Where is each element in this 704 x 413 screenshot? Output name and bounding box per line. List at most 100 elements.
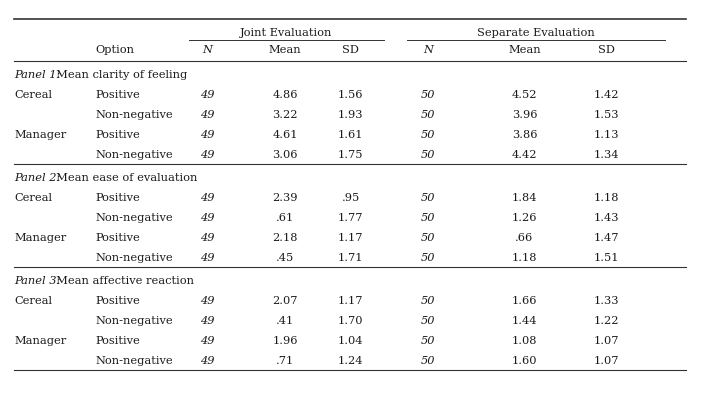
Text: 50: 50 — [421, 110, 435, 120]
Text: N: N — [423, 45, 433, 55]
Text: 1.24: 1.24 — [338, 356, 363, 366]
Text: Non-negative: Non-negative — [95, 213, 172, 223]
Text: Panel 1:: Panel 1: — [14, 70, 61, 80]
Text: Non-negative: Non-negative — [95, 356, 172, 366]
Text: 1.18: 1.18 — [512, 253, 537, 263]
Text: 1.66: 1.66 — [512, 296, 537, 306]
Text: Option: Option — [95, 45, 134, 55]
Text: 1.42: 1.42 — [594, 90, 620, 100]
Text: 49: 49 — [201, 213, 215, 223]
Text: 50: 50 — [421, 233, 435, 243]
Text: 50: 50 — [421, 90, 435, 100]
Text: Separate Evaluation: Separate Evaluation — [477, 28, 595, 38]
Text: 49: 49 — [201, 356, 215, 366]
Text: 1.61: 1.61 — [338, 130, 363, 140]
Text: 3.86: 3.86 — [512, 130, 537, 140]
Text: 1.96: 1.96 — [272, 336, 298, 346]
Text: Mean clarity of feeling: Mean clarity of feeling — [49, 70, 187, 80]
Text: 1.77: 1.77 — [338, 213, 363, 223]
Text: 1.93: 1.93 — [338, 110, 363, 120]
Text: 50: 50 — [421, 316, 435, 326]
Text: 1.60: 1.60 — [512, 356, 537, 366]
Text: 1.13: 1.13 — [594, 130, 620, 140]
Text: Manager: Manager — [14, 336, 66, 346]
Text: 2.18: 2.18 — [272, 233, 298, 243]
Text: 1.17: 1.17 — [338, 296, 363, 306]
Text: N: N — [203, 45, 213, 55]
Text: Positive: Positive — [95, 193, 140, 203]
Text: 1.22: 1.22 — [594, 316, 620, 326]
Text: 1.44: 1.44 — [512, 316, 537, 326]
Text: 1.84: 1.84 — [512, 193, 537, 203]
Text: 49: 49 — [201, 316, 215, 326]
Text: .95: .95 — [341, 193, 360, 203]
Text: .41: .41 — [276, 316, 294, 326]
Text: 1.07: 1.07 — [594, 356, 620, 366]
Text: Panel 3:: Panel 3: — [14, 276, 61, 286]
Text: 1.47: 1.47 — [594, 233, 620, 243]
Text: .45: .45 — [276, 253, 294, 263]
Text: 49: 49 — [201, 253, 215, 263]
Text: 50: 50 — [421, 193, 435, 203]
Text: 1.34: 1.34 — [594, 150, 620, 160]
Text: 49: 49 — [201, 130, 215, 140]
Text: .66: .66 — [515, 233, 534, 243]
Text: 49: 49 — [201, 296, 215, 306]
Text: .71: .71 — [276, 356, 294, 366]
Text: Positive: Positive — [95, 336, 140, 346]
Text: 49: 49 — [201, 233, 215, 243]
Text: Panel 2:: Panel 2: — [14, 173, 61, 183]
Text: SD: SD — [342, 45, 359, 55]
Text: Mean: Mean — [269, 45, 301, 55]
Text: 1.04: 1.04 — [338, 336, 363, 346]
Text: Joint Evaluation: Joint Evaluation — [240, 28, 332, 38]
Text: Non-negative: Non-negative — [95, 253, 172, 263]
Text: 49: 49 — [201, 150, 215, 160]
Text: Cereal: Cereal — [14, 296, 52, 306]
Text: 4.42: 4.42 — [512, 150, 537, 160]
Text: 50: 50 — [421, 253, 435, 263]
Text: 49: 49 — [201, 193, 215, 203]
Text: 1.08: 1.08 — [512, 336, 537, 346]
Text: 3.06: 3.06 — [272, 150, 298, 160]
Text: 50: 50 — [421, 336, 435, 346]
Text: Mean: Mean — [508, 45, 541, 55]
Text: 1.70: 1.70 — [338, 316, 363, 326]
Text: 4.52: 4.52 — [512, 90, 537, 100]
Text: Mean ease of evaluation: Mean ease of evaluation — [49, 173, 197, 183]
Text: 1.56: 1.56 — [338, 90, 363, 100]
Text: Cereal: Cereal — [14, 193, 52, 203]
Text: 1.33: 1.33 — [594, 296, 620, 306]
Text: 1.26: 1.26 — [512, 213, 537, 223]
Text: 4.61: 4.61 — [272, 130, 298, 140]
Text: 49: 49 — [201, 110, 215, 120]
Text: 1.18: 1.18 — [594, 193, 620, 203]
Text: 49: 49 — [201, 90, 215, 100]
Text: 50: 50 — [421, 296, 435, 306]
Text: 1.07: 1.07 — [594, 336, 620, 346]
Text: SD: SD — [598, 45, 615, 55]
Text: Positive: Positive — [95, 130, 140, 140]
Text: .61: .61 — [276, 213, 294, 223]
Text: 3.96: 3.96 — [512, 110, 537, 120]
Text: 1.43: 1.43 — [594, 213, 620, 223]
Text: 50: 50 — [421, 130, 435, 140]
Text: 49: 49 — [201, 336, 215, 346]
Text: 1.71: 1.71 — [338, 253, 363, 263]
Text: Positive: Positive — [95, 90, 140, 100]
Text: Mean affective reaction: Mean affective reaction — [49, 276, 194, 286]
Text: Manager: Manager — [14, 233, 66, 243]
Text: 50: 50 — [421, 150, 435, 160]
Text: 50: 50 — [421, 356, 435, 366]
Text: 1.17: 1.17 — [338, 233, 363, 243]
Text: 50: 50 — [421, 213, 435, 223]
Text: 4.86: 4.86 — [272, 90, 298, 100]
Text: Non-negative: Non-negative — [95, 110, 172, 120]
Text: Positive: Positive — [95, 233, 140, 243]
Text: Non-negative: Non-negative — [95, 316, 172, 326]
Text: 2.07: 2.07 — [272, 296, 298, 306]
Text: Positive: Positive — [95, 296, 140, 306]
Text: Non-negative: Non-negative — [95, 150, 172, 160]
Text: 1.75: 1.75 — [338, 150, 363, 160]
Text: 1.53: 1.53 — [594, 110, 620, 120]
